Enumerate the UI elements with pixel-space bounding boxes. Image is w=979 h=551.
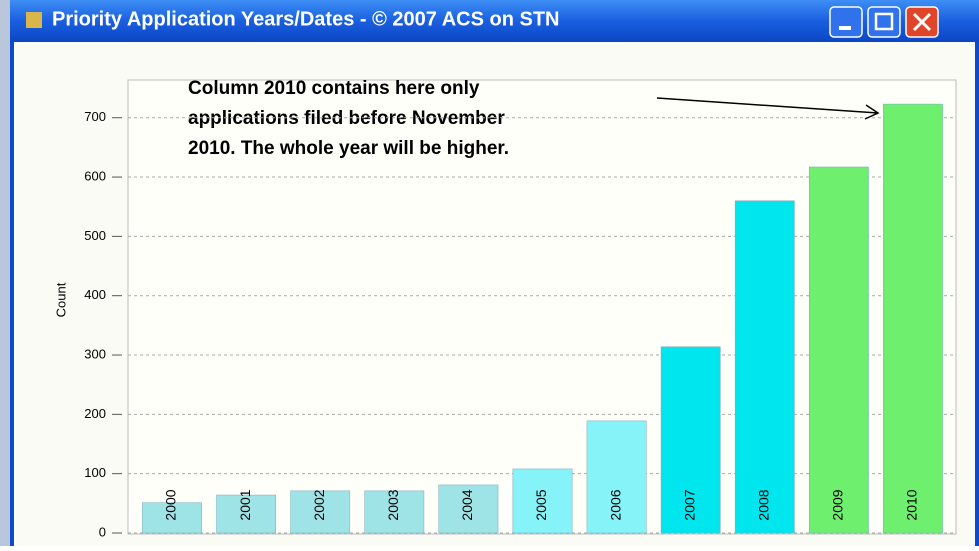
y-tick-label: 700 (84, 109, 106, 124)
bar (586, 420, 647, 534)
x-tick-label: 2006 (607, 489, 623, 520)
bar (512, 468, 573, 534)
bar (142, 502, 202, 534)
annotation: Column 2010 contains here only (188, 78, 480, 99)
x-tick-label: 2010 (904, 489, 920, 520)
bar (734, 200, 795, 534)
bar (883, 103, 943, 534)
minimize-icon (839, 26, 851, 30)
maximize-button[interactable] (867, 6, 901, 38)
annotation-arrow (656, 97, 880, 120)
minimize-button[interactable] (829, 6, 863, 38)
bar (660, 346, 721, 534)
y-tick-label: 100 (84, 465, 106, 480)
maximize-icon (874, 12, 894, 31)
y-axis-label: Count (53, 282, 68, 317)
title-bar (10, 0, 979, 42)
bar (290, 490, 351, 534)
annotation: 2010. The whole year will be higher. (188, 138, 509, 159)
y-tick-label: 200 (84, 406, 106, 421)
x-tick-label: 2005 (533, 489, 549, 520)
x-tick-label: 2003 (385, 489, 401, 520)
close-icon (912, 12, 932, 32)
x-tick-label: 2009 (830, 489, 846, 520)
annotation: applications filed before November (188, 108, 505, 129)
x-tick-label: 2004 (459, 489, 475, 520)
y-tick-label: 500 (84, 228, 106, 243)
x-tick-label: 2002 (311, 489, 327, 520)
y-tick-label: 300 (84, 346, 106, 361)
x-tick-label: 2007 (681, 489, 697, 520)
bar (808, 166, 869, 534)
y-tick-label: 400 (84, 287, 106, 302)
window-icon (26, 12, 42, 28)
x-tick-label: 2000 (163, 489, 179, 520)
bar (438, 484, 499, 534)
x-tick-label: 2008 (755, 489, 771, 520)
bar (216, 494, 277, 534)
y-tick-label: 0 (99, 524, 106, 539)
x-tick-label: 2001 (237, 489, 253, 520)
bar (364, 490, 425, 534)
window-title: Priority Application Years/Dates - © 200… (52, 8, 559, 30)
y-tick-label: 600 (84, 168, 106, 183)
other-window (0, 0, 10, 546)
